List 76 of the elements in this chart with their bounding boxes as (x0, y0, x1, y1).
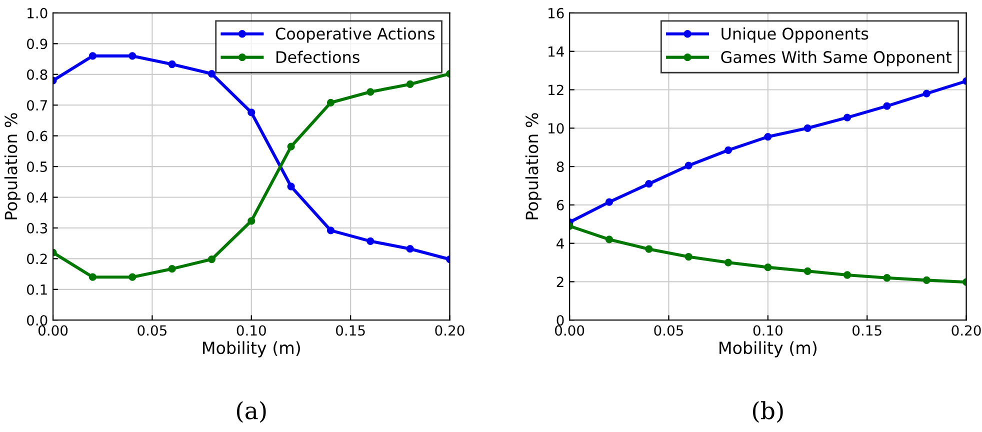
y-axis-title: Population % (4, 113, 21, 220)
y-tick-label: 8 (556, 162, 564, 172)
point (128, 52, 136, 60)
y-tick-label: 4 (556, 238, 564, 249)
x-tick-label: 0.05 (654, 325, 683, 336)
point (366, 237, 374, 245)
y-tick-label: 0.3 (26, 222, 48, 234)
x-tick-label: 0.15 (336, 325, 365, 336)
point (605, 236, 614, 244)
point (804, 267, 812, 275)
y-tick-label: 0.9 (26, 38, 48, 50)
legend-label: Unique Opponents (722, 27, 868, 43)
x-tick-label: 0.15 (852, 325, 882, 336)
point (922, 90, 930, 98)
point (326, 98, 335, 106)
point (645, 180, 653, 188)
y-tick-label: 0.1 (26, 284, 47, 295)
x-tick-label: 0.10 (753, 325, 782, 336)
point (605, 198, 614, 206)
point (168, 265, 176, 273)
point (843, 114, 852, 122)
x-tick-label: 0.20 (952, 325, 981, 336)
point (804, 124, 812, 132)
point (287, 142, 295, 150)
point (843, 271, 852, 279)
y-tick-label: 2 (556, 276, 564, 287)
point (366, 88, 374, 96)
point (88, 273, 97, 281)
y-tick-label: 0.8 (26, 69, 48, 80)
point (922, 276, 930, 284)
point (764, 132, 772, 141)
x-tick-label: 0.20 (435, 325, 464, 336)
y-tick-label: 0.5 (26, 162, 47, 172)
y-tick-label: 0.6 (26, 130, 48, 142)
point (287, 182, 295, 190)
point (406, 80, 414, 88)
x-axis-title: Mobility (m) (203, 341, 300, 358)
y-tick-label: 6 (556, 200, 564, 210)
point (326, 226, 335, 234)
y-tick-label: 14 (548, 46, 564, 57)
y-tick-label: 0.7 (26, 100, 47, 111)
x-axis-title: Mobility (m) (720, 341, 816, 358)
y-tick-label: 10 (548, 123, 564, 134)
point (168, 60, 176, 68)
point (684, 252, 692, 261)
y-axis-title: Population % (525, 113, 542, 220)
x-tick-label: 0.10 (236, 325, 266, 336)
point (645, 245, 653, 253)
point (764, 264, 772, 272)
legend-label: Games With Same Opponent (721, 50, 952, 66)
point (88, 52, 97, 60)
legend-label: Defections (276, 50, 360, 64)
point (248, 108, 256, 116)
y-tick-label: 12 (548, 84, 564, 96)
y-tick-label: 0.0 (26, 315, 48, 326)
y-tick-label: 0.4 (26, 192, 48, 203)
point (883, 274, 891, 282)
point (208, 70, 216, 78)
text: (a) (237, 401, 266, 423)
legend-label: Cooperative Actions (276, 27, 435, 43)
y-tick-label: 0.2 (26, 254, 47, 264)
point (724, 146, 732, 154)
y-tick-label: 0 (556, 315, 564, 326)
point (684, 162, 692, 170)
point (406, 245, 414, 253)
point (248, 217, 256, 225)
point (724, 258, 732, 266)
point (208, 255, 216, 264)
x-tick-label: 0.00 (38, 325, 68, 336)
x-tick-label: 0.00 (555, 325, 584, 336)
text: (b) (753, 401, 783, 423)
x-tick-label: 0.05 (138, 325, 166, 336)
y-tick-label: 1.0 (28, 8, 48, 18)
point (128, 273, 136, 281)
point (883, 102, 891, 110)
y-tick-label: 16 (548, 8, 564, 18)
